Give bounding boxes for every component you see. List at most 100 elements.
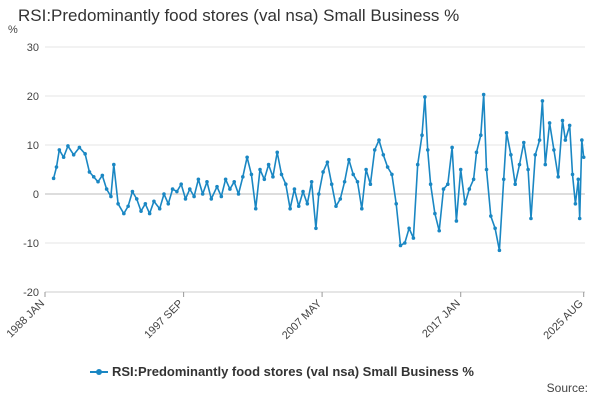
data-point[interactable] [209,197,214,201]
data-point[interactable] [77,145,82,150]
data-point[interactable] [325,160,330,164]
data-point[interactable] [192,194,196,199]
data-point[interactable] [441,187,446,191]
data-point[interactable] [513,182,517,186]
data-point[interactable] [314,226,318,231]
data-point[interactable] [415,162,420,167]
data-point[interactable] [100,173,105,178]
data-point[interactable] [321,170,325,174]
data-point[interactable] [54,165,59,169]
data-point[interactable] [556,175,560,179]
data-point[interactable] [200,192,205,196]
data-point[interactable] [130,189,135,194]
data-point[interactable] [552,148,556,152]
data-point[interactable] [126,204,130,209]
data-point[interactable] [316,192,321,196]
data-point[interactable] [279,172,284,177]
data-point[interactable] [179,182,183,186]
data-point[interactable] [504,130,509,135]
data-point[interactable] [377,138,381,142]
data-point[interactable] [83,152,87,156]
data-point[interactable] [262,177,267,182]
legend[interactable]: RSI:Predominantly food stores (val nsa) … [90,364,474,379]
data-point[interactable] [360,206,364,211]
data-point[interactable] [112,162,116,167]
data-point[interactable] [329,182,334,186]
data-point[interactable] [91,175,96,179]
data-point[interactable] [170,187,175,191]
data-point[interactable] [232,179,237,184]
data-point[interactable] [122,211,126,216]
data-point[interactable] [338,197,343,201]
data-point[interactable] [394,202,399,206]
data-point[interactable] [433,211,437,216]
data-point[interactable] [425,148,430,152]
data-point[interactable] [196,177,201,182]
data-point[interactable] [526,167,530,172]
data-point[interactable] [355,179,360,184]
data-point[interactable] [57,148,62,152]
data-point[interactable] [385,165,390,169]
data-point[interactable] [381,153,386,157]
data-point[interactable] [96,179,100,184]
data-point[interactable] [147,211,152,216]
data-point[interactable] [521,140,526,145]
data-point[interactable] [236,192,241,196]
data-point[interactable] [87,170,92,174]
data-point[interactable] [533,153,538,157]
data-point[interactable] [407,226,411,231]
data-point[interactable] [560,118,565,123]
data-point[interactable] [109,194,113,199]
data-point[interactable] [390,172,394,177]
data-point[interactable] [428,182,433,186]
data-point[interactable] [253,206,258,211]
data-point[interactable] [450,145,454,150]
data-point[interactable] [166,202,171,206]
data-point[interactable] [580,138,584,142]
data-point[interactable] [423,95,427,99]
data-point[interactable] [537,138,542,142]
data-point[interactable] [292,187,297,191]
data-point[interactable] [215,184,219,189]
data-point[interactable] [446,182,450,186]
data-point[interactable] [576,177,581,182]
data-point[interactable] [547,121,552,125]
data-point[interactable] [474,150,479,155]
data-point[interactable] [245,155,249,160]
data-point[interactable] [364,167,368,172]
data-point[interactable] [334,204,338,209]
data-point[interactable] [540,99,545,103]
data-point[interactable] [66,144,70,148]
data-point[interactable] [228,187,232,191]
data-point[interactable] [134,197,139,201]
data-point[interactable] [61,155,66,160]
data-point[interactable] [368,182,373,186]
data-point[interactable] [183,197,188,201]
data-point[interactable] [497,248,502,253]
data-point[interactable] [493,226,497,231]
data-point[interactable] [301,189,305,194]
data-point[interactable] [266,162,271,167]
data-point[interactable] [567,123,572,128]
data-point[interactable] [275,150,280,155]
data-point[interactable] [570,172,575,177]
data-point[interactable] [563,138,568,142]
data-point[interactable] [152,199,156,204]
data-point[interactable] [437,228,442,233]
data-point[interactable] [175,189,179,194]
data-point[interactable] [529,216,533,221]
data-point[interactable] [517,162,522,167]
data-point[interactable] [249,172,254,177]
data-point[interactable] [509,153,513,157]
data-point[interactable] [241,175,245,179]
data-point[interactable] [467,187,472,191]
data-point[interactable] [351,172,356,177]
data-point[interactable] [481,92,486,97]
data-point[interactable] [543,162,548,167]
data-point[interactable] [258,167,262,172]
data-point[interactable] [454,219,459,223]
data-point[interactable] [219,194,224,199]
data-point[interactable] [478,133,483,137]
data-point[interactable] [342,179,347,184]
data-point[interactable] [573,202,578,206]
